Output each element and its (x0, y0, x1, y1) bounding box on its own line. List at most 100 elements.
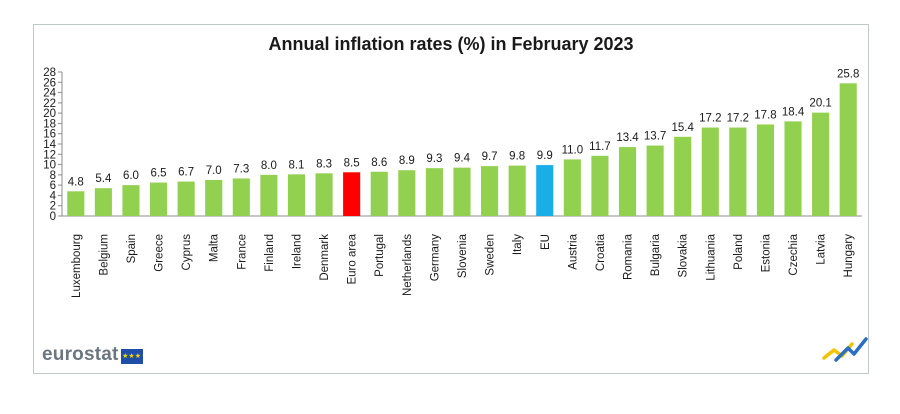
bar (812, 112, 830, 216)
category-label: Cyprus (181, 234, 193, 271)
data-label: 9.9 (537, 150, 553, 162)
category-label: Ireland (291, 234, 303, 269)
data-label: 9.4 (454, 153, 471, 165)
data-label: 6.0 (123, 170, 139, 182)
bar (370, 171, 388, 216)
category-label: Netherlands (402, 234, 414, 296)
category-label: Germany (429, 234, 441, 282)
y-tick-label: 22 (43, 98, 56, 110)
eurostat-mark-icon (822, 337, 868, 362)
data-label: 18.4 (782, 106, 805, 118)
bar (425, 168, 443, 216)
category-label: Czechia (788, 233, 800, 275)
category-label: Croatia (595, 233, 607, 271)
category-label: Latvia (816, 233, 828, 264)
bar (287, 174, 306, 216)
bar (508, 165, 526, 216)
data-label: 17.2 (699, 113, 721, 125)
category-label: Estonia (760, 233, 772, 272)
data-label: 5.4 (95, 173, 112, 185)
data-label: 25.8 (837, 68, 859, 80)
y-tick-label: 12 (43, 149, 56, 161)
y-tick-label: 20 (43, 108, 56, 120)
category-label: Bulgaria (650, 233, 662, 276)
flag-stars: ★★★ (122, 352, 141, 360)
category-label: Hungary (843, 234, 855, 278)
data-label: 7.3 (233, 163, 249, 175)
data-label: 17.8 (754, 109, 776, 121)
data-label: 7.0 (206, 165, 222, 177)
category-label: Greece (154, 234, 166, 272)
y-tick-label: 16 (43, 129, 56, 141)
bar (756, 124, 774, 216)
bar (343, 172, 361, 216)
bar (563, 159, 581, 216)
bar (122, 185, 140, 216)
bar (729, 127, 747, 216)
bar (481, 166, 499, 216)
data-label: 8.5 (344, 157, 360, 169)
bar (839, 83, 857, 216)
eurostat-logo: eurostat ★★★ (42, 344, 143, 366)
data-label: 17.2 (727, 113, 749, 125)
y-tick-label: 10 (43, 160, 56, 172)
bar (618, 147, 637, 216)
category-label: Poland (733, 234, 745, 270)
y-tick-label: 14 (43, 139, 56, 151)
bar (674, 136, 692, 216)
bar (94, 188, 112, 216)
category-label: Spain (126, 234, 138, 263)
data-label: 11.0 (562, 144, 584, 156)
bar (398, 170, 416, 216)
category-label: Malta (209, 233, 221, 262)
data-label: 11.7 (589, 141, 611, 153)
data-label: 9.3 (426, 153, 442, 165)
y-tick-label: 28 (43, 67, 56, 79)
data-label: 6.5 (151, 168, 167, 180)
y-tick-label: 6 (50, 180, 56, 192)
y-tick-label: 4 (50, 190, 57, 202)
data-label: 8.6 (371, 157, 387, 169)
data-label: 8.1 (288, 159, 304, 171)
bar (701, 127, 719, 216)
data-label: 20.1 (809, 98, 831, 110)
y-tick-label: 0 (50, 211, 56, 223)
bar (315, 173, 333, 216)
bar (260, 174, 278, 216)
data-label: 13.4 (616, 132, 639, 144)
bar (177, 181, 195, 216)
data-label: 8.0 (261, 160, 277, 172)
category-label: Lithuania (705, 233, 717, 280)
bar (205, 180, 223, 216)
y-tick-label: 26 (43, 77, 56, 89)
category-label: Portugal (374, 234, 386, 277)
category-label: Luxembourg (71, 234, 83, 298)
category-label: Euro area (347, 233, 359, 284)
bar (591, 155, 609, 216)
bar (536, 165, 554, 216)
bar (784, 121, 802, 216)
category-label: Belgium (98, 234, 110, 276)
bar (67, 191, 85, 216)
y-tick-label: 8 (50, 170, 56, 182)
data-label: 13.7 (644, 131, 666, 143)
category-label: Slovenia (457, 233, 469, 278)
bar (150, 182, 168, 216)
bar (232, 178, 250, 216)
category-label: Italy (512, 234, 524, 255)
category-label: Denmark (319, 234, 331, 281)
y-tick-label: 24 (43, 88, 56, 100)
y-tick-label: 18 (43, 118, 56, 130)
logo-text: eurostat (42, 344, 119, 365)
eu-flag-icon: ★★★ (120, 348, 143, 364)
category-label: France (236, 234, 248, 270)
category-label: Romania (623, 233, 635, 280)
category-label: EU (540, 234, 552, 250)
data-label: 4.8 (68, 176, 84, 188)
category-label: Finland (264, 234, 276, 272)
bar (646, 145, 664, 216)
category-label: Slovakia (678, 233, 690, 277)
y-tick-label: 2 (50, 201, 56, 213)
category-label: Austria (567, 233, 579, 269)
